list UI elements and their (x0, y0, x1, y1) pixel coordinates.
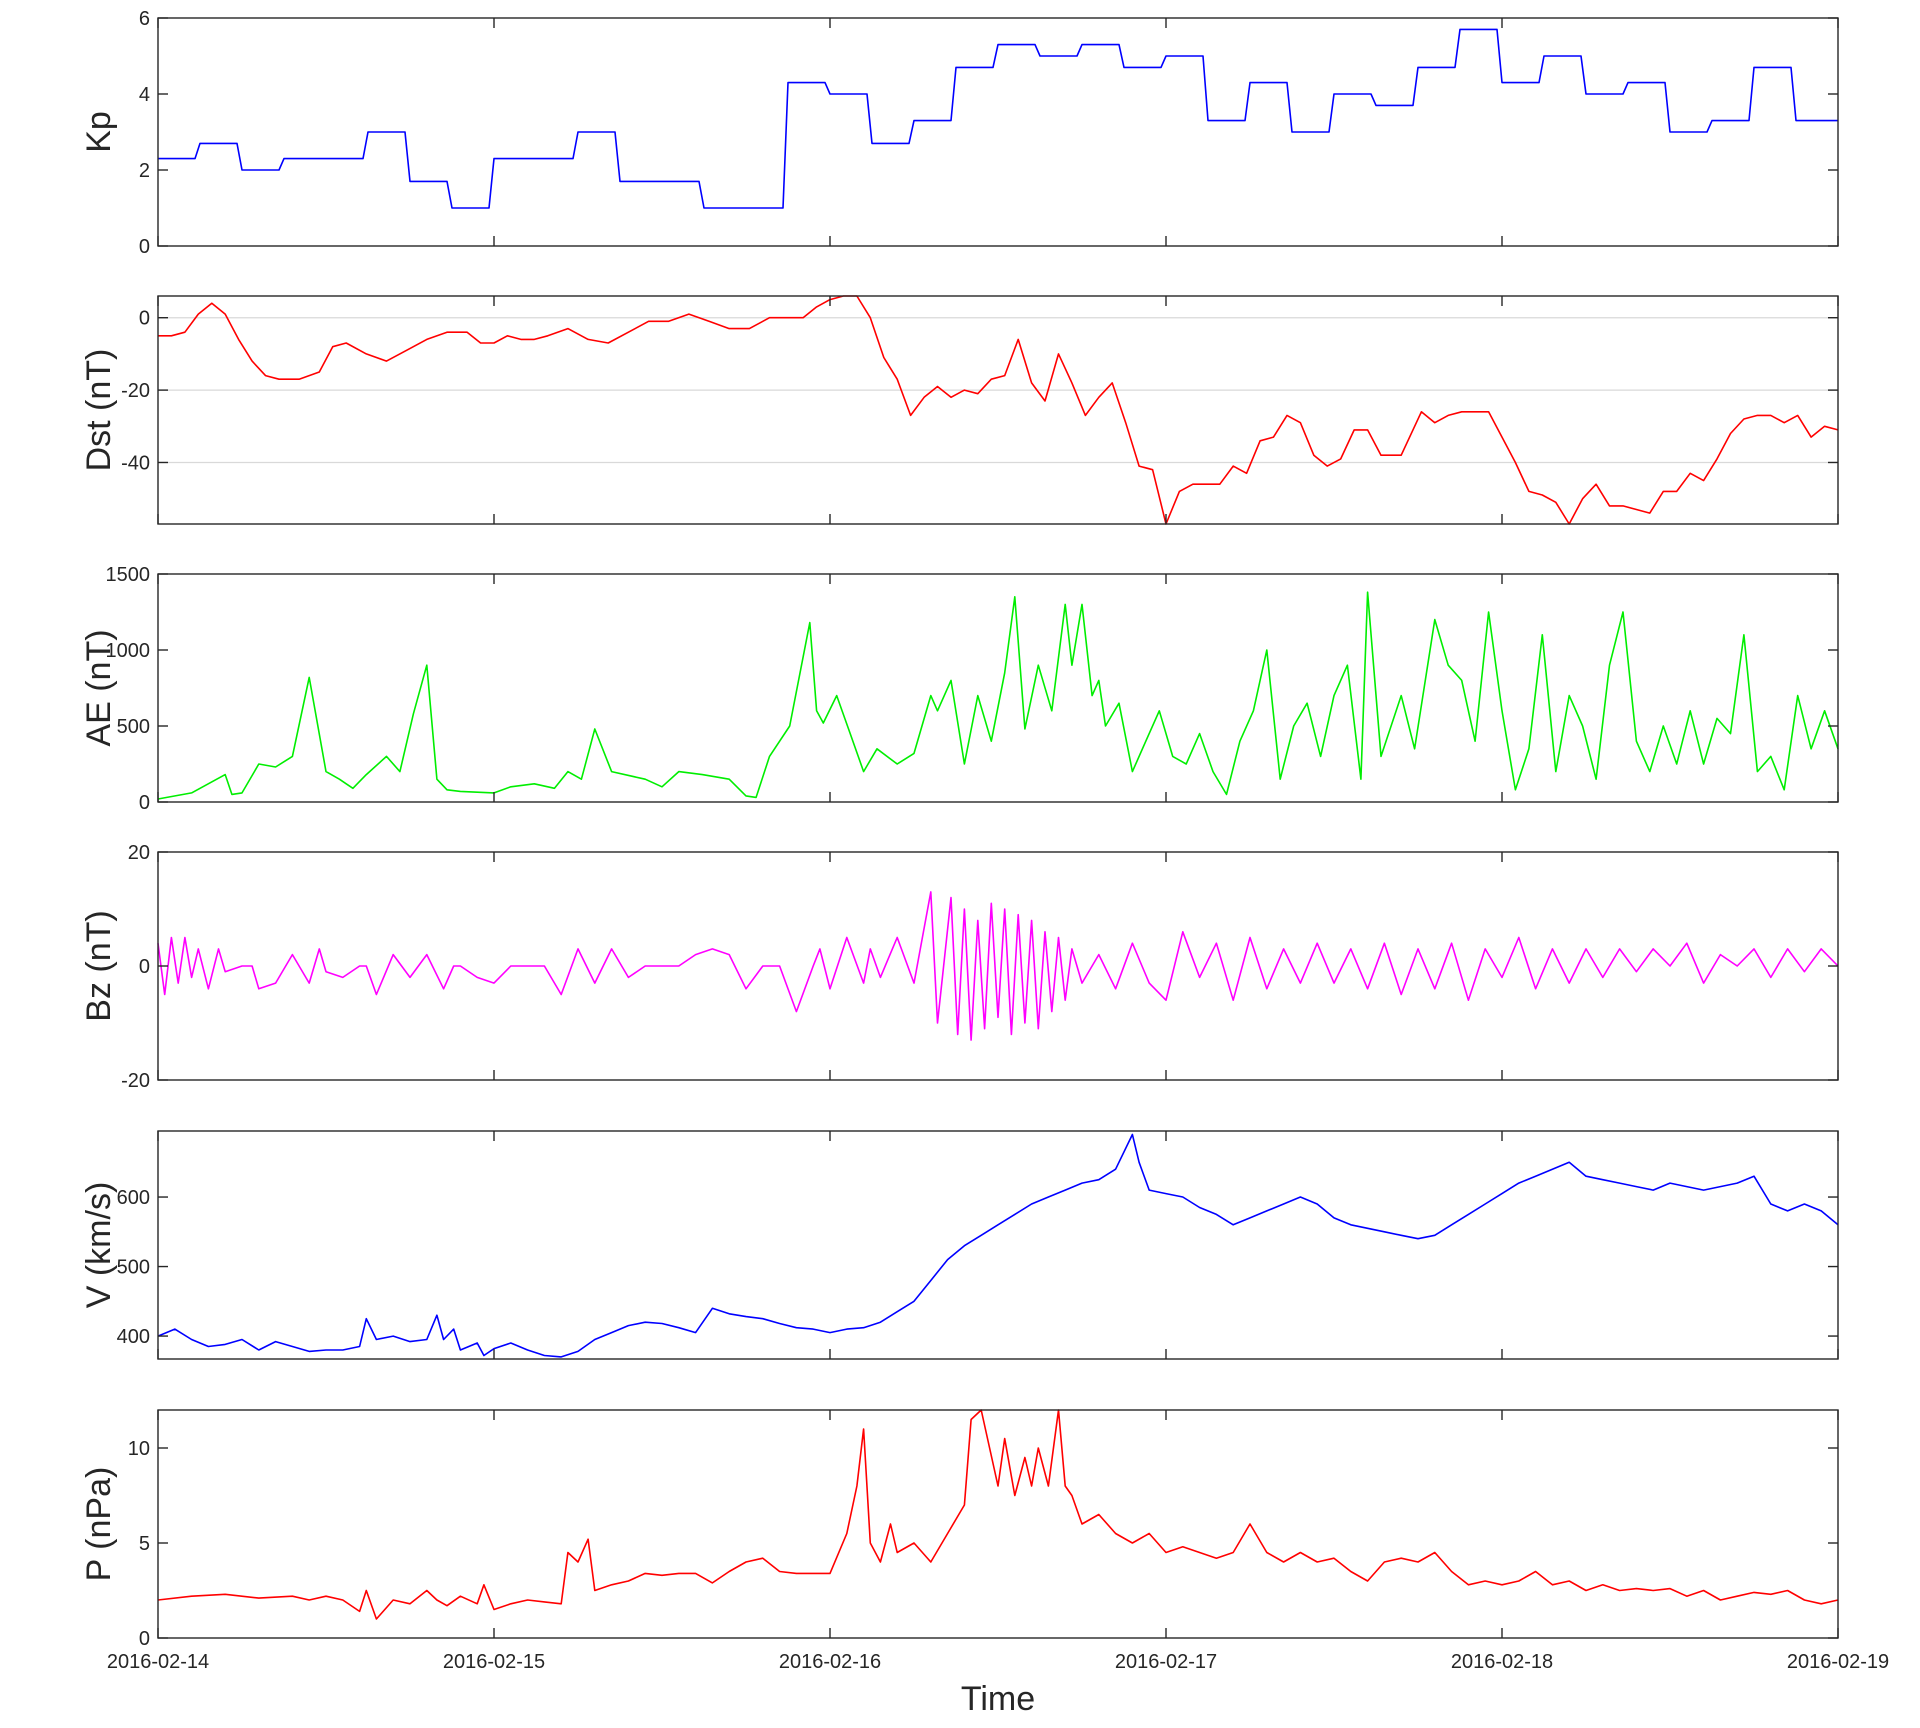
panel-5: 0 5 10 P (nPa) (80, 1409, 1839, 1650)
y-tick-label: 600 (117, 1187, 150, 1209)
y-tick-label: 10 (128, 1438, 150, 1460)
y-tick-label: 500 (117, 1257, 150, 1279)
axes-box (157, 295, 1839, 525)
series-line (158, 28, 1838, 209)
axes-box (157, 851, 1839, 1081)
y-tick-label: 0 (139, 1628, 150, 1650)
y-tick-label: -40 (121, 452, 150, 474)
y-tick-label: 5 (139, 1533, 150, 1555)
y-axis-label: Dst (nT) (80, 349, 118, 472)
x-axis-label: Time (961, 1680, 1035, 1718)
axes-box (157, 1409, 1839, 1639)
y-axis-label: Bz (nT) (80, 910, 118, 1021)
x-tick-label: 2016-02-14 (107, 1651, 209, 1673)
x-tick-label: 2016-02-19 (1787, 1651, 1889, 1673)
x-tick-label: 2016-02-18 (1451, 1651, 1553, 1673)
y-tick-label: 400 (117, 1326, 150, 1348)
series-line (158, 295, 1839, 525)
y-tick-label: 2 (139, 160, 150, 182)
y-axis-label: P (nPa) (80, 1467, 118, 1582)
axes-box (157, 17, 1839, 247)
series-line (157, 891, 1839, 1041)
series-line (157, 1409, 1839, 1620)
y-tick-label: 0 (139, 956, 150, 978)
y-tick-label: 0 (139, 792, 150, 814)
y-tick-label: 0 (139, 308, 150, 330)
y-tick-label: 500 (117, 716, 150, 738)
y-tick-label: -20 (121, 380, 150, 402)
axes-box (157, 1130, 1839, 1360)
y-tick-label: 0 (139, 236, 150, 258)
x-tick-label: 2016-02-15 (443, 1651, 545, 1673)
y-axis-label: V (km/s) (80, 1182, 118, 1309)
y-tick-label: -20 (121, 1070, 150, 1092)
x-tick-label: 2016-02-16 (779, 1651, 881, 1673)
x-tick-labels: 2016-02-14 2016-02-15 2016-02-16 2016-02… (107, 1651, 1889, 1673)
y-tick-label: 20 (128, 842, 150, 864)
y-axis-label: AE (nT) (80, 629, 118, 746)
panel-3: -20 0 20 Bz (nT) (80, 842, 1839, 1092)
panel-1: -40 -20 0 Dst (nT) (80, 295, 1839, 525)
axes-box (157, 573, 1839, 803)
series-line (157, 1133, 1839, 1358)
x-tick-label: 2016-02-17 (1115, 1651, 1217, 1673)
y-tick-label: 1500 (106, 564, 151, 586)
panel-2: 0 500 1000 1500 AE (nT) (80, 564, 1839, 814)
panel-0: 0 2 4 6 Kp (80, 8, 1839, 258)
y-tick-label: 6 (139, 8, 150, 30)
series-line (157, 591, 1839, 800)
y-axis-label: Kp (80, 111, 118, 153)
y-tick-label: 4 (139, 84, 150, 106)
y-tick-label: 1000 (106, 640, 151, 662)
